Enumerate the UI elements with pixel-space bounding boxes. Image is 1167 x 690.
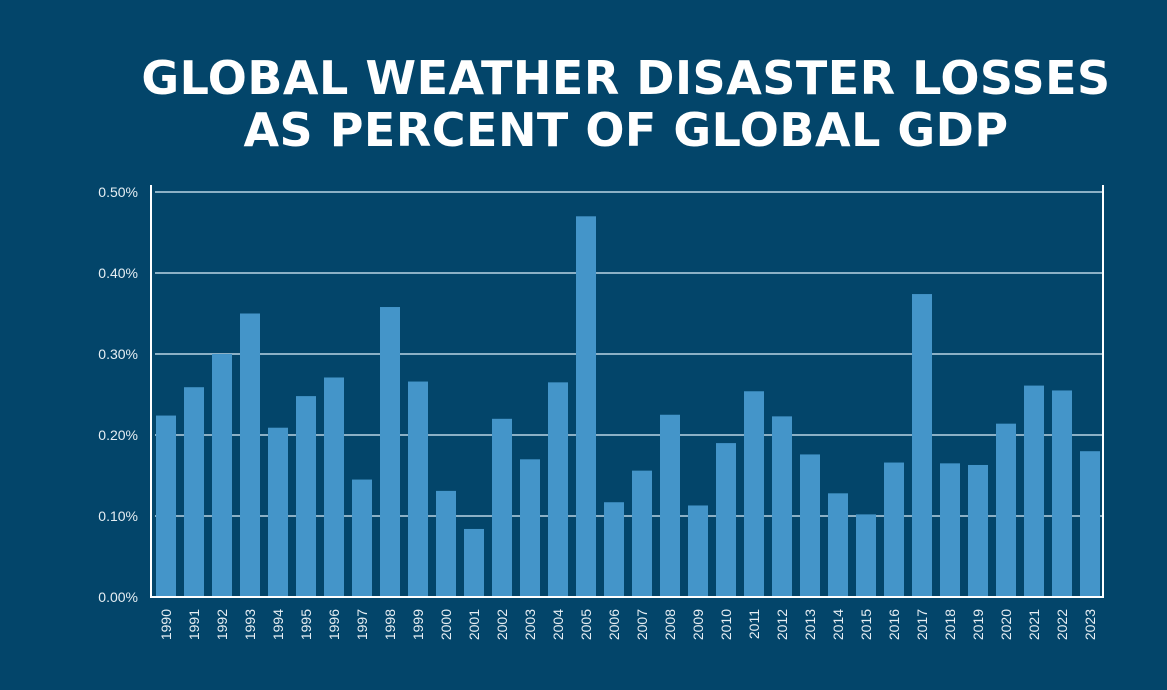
bar-2010 xyxy=(716,443,736,597)
x-tick-label: 1995 xyxy=(298,609,314,640)
x-tick-label: 2000 xyxy=(438,609,454,640)
bar-1990 xyxy=(156,415,176,597)
y-tick-label: 0.20% xyxy=(98,427,138,443)
x-tick-label: 2020 xyxy=(998,609,1014,640)
bar-2017 xyxy=(912,294,932,597)
bar-2002 xyxy=(492,418,512,597)
bar-2003 xyxy=(520,459,540,597)
bar-2020 xyxy=(996,423,1016,597)
x-tick-label: 2009 xyxy=(690,609,706,640)
x-tick-label: 2018 xyxy=(942,609,958,640)
x-tick-label: 1994 xyxy=(270,609,286,640)
x-tick-label: 1990 xyxy=(158,609,174,640)
bar-2018 xyxy=(940,463,960,597)
chart-title-line-2: AS PERCENT OF GLOBAL GDP xyxy=(243,103,1009,157)
x-tick-label: 2011 xyxy=(746,609,762,639)
y-tick-label: 0.10% xyxy=(98,508,138,524)
x-tick-label: 2014 xyxy=(830,609,846,640)
bar-2011 xyxy=(744,391,764,597)
bar-2023 xyxy=(1080,451,1100,597)
x-tick-label: 2010 xyxy=(718,609,734,640)
x-tick-label: 2006 xyxy=(606,609,622,640)
bar-1998 xyxy=(380,307,400,597)
x-tick-label: 2001 xyxy=(466,609,482,640)
bar-1997 xyxy=(352,479,372,597)
x-tick-label: 1993 xyxy=(242,609,258,640)
y-tick-label: 0.30% xyxy=(98,346,138,362)
bar-1996 xyxy=(324,377,344,597)
bar-2007 xyxy=(632,470,652,597)
bar-1993 xyxy=(240,313,260,597)
bar-2022 xyxy=(1052,390,1072,597)
bar-2006 xyxy=(604,502,624,597)
bar-2001 xyxy=(464,528,484,597)
bar-1994 xyxy=(268,427,288,597)
bar-2016 xyxy=(884,462,904,597)
bar-2000 xyxy=(436,490,456,597)
bar-2015 xyxy=(856,514,876,597)
x-tick-label: 2012 xyxy=(774,609,790,640)
x-tick-label: 2021 xyxy=(1026,609,1042,640)
bar-2021 xyxy=(1024,385,1044,597)
x-tick-label: 2019 xyxy=(970,609,986,640)
bar-1995 xyxy=(296,396,316,597)
bar-2014 xyxy=(828,493,848,597)
x-tick-label: 2002 xyxy=(494,609,510,640)
bar-2008 xyxy=(660,414,680,597)
x-tick-label: 2008 xyxy=(662,609,678,640)
y-tick-label: 0.00% xyxy=(98,589,138,605)
x-tick-label: 1998 xyxy=(382,609,398,640)
x-tick-label: 2005 xyxy=(578,609,594,640)
x-tick-label: 2015 xyxy=(858,609,874,640)
y-tick-label: 0.50% xyxy=(98,184,138,200)
x-tick-label: 2023 xyxy=(1082,609,1098,640)
chart-title-line-1: GLOBAL WEATHER DISASTER LOSSES xyxy=(141,51,1111,105)
bar-2013 xyxy=(800,454,820,597)
x-tick-label: 2003 xyxy=(522,609,538,640)
bar-2009 xyxy=(688,505,708,597)
x-tick-label: 1996 xyxy=(326,609,342,640)
x-tick-label: 1992 xyxy=(214,609,230,640)
bar-1991 xyxy=(184,387,204,597)
x-tick-label: 2013 xyxy=(802,609,818,640)
x-tick-label: 1999 xyxy=(410,609,426,640)
chart-title: GLOBAL WEATHER DISASTER LOSSES AS PERCEN… xyxy=(0,52,1167,156)
bar-2019 xyxy=(968,464,988,597)
x-tick-label: 2017 xyxy=(914,609,930,640)
x-tick-label: 2007 xyxy=(634,609,650,640)
bar-2012 xyxy=(772,416,792,597)
x-tick-label: 2022 xyxy=(1054,609,1070,640)
x-tick-label: 1997 xyxy=(354,609,370,640)
bar-1999 xyxy=(408,381,428,597)
bar-1992 xyxy=(212,354,232,597)
x-tick-label: 2004 xyxy=(550,609,566,640)
bar-2005 xyxy=(576,216,596,598)
y-tick-label: 0.40% xyxy=(98,265,138,281)
x-tick-label: 2016 xyxy=(886,609,902,640)
bar-2004 xyxy=(548,382,568,597)
x-tick-label: 1991 xyxy=(186,609,202,640)
